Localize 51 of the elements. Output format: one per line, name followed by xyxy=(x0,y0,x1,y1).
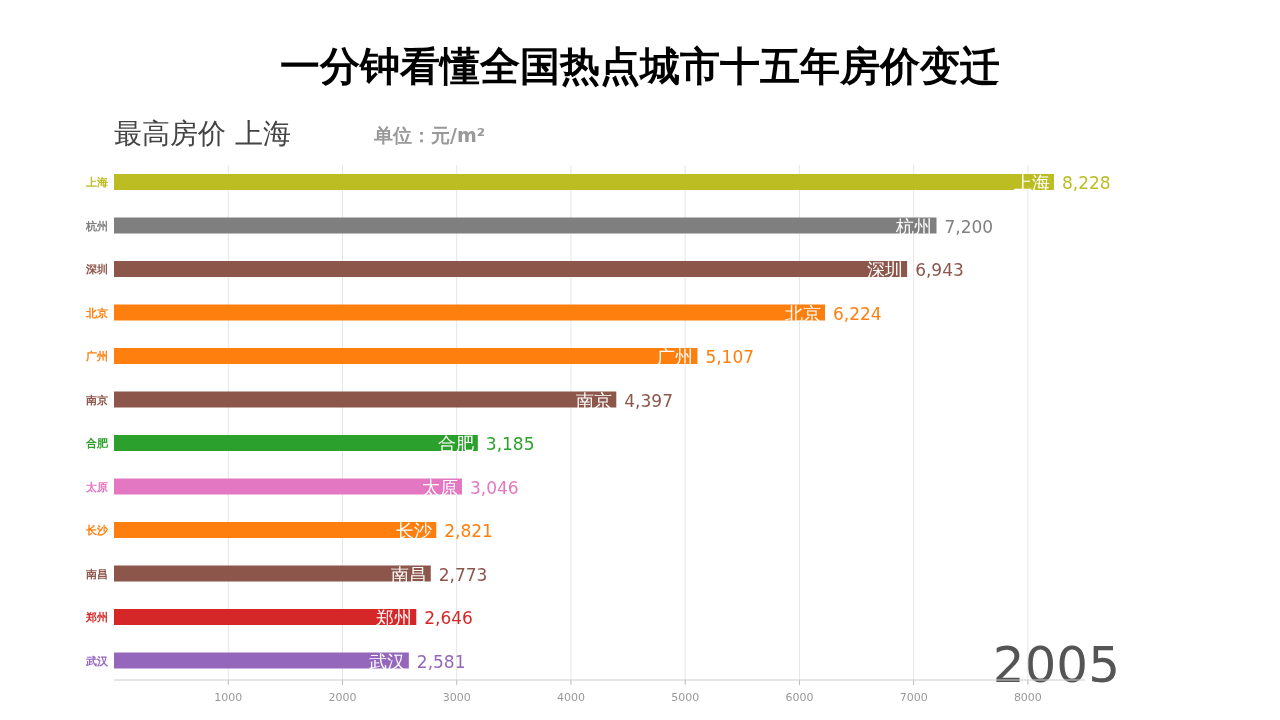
x-tick-label: 8000 xyxy=(1013,691,1042,704)
bar xyxy=(114,261,908,277)
y-tick-label: 杭州 xyxy=(85,219,108,233)
data-label: 5,107 xyxy=(705,347,755,367)
x-tick-label: 1000 xyxy=(214,691,243,704)
x-tick-label: 7000 xyxy=(899,691,928,704)
data-label: 2,581 xyxy=(416,651,466,672)
y-tick-label: 南昌 xyxy=(85,567,108,581)
bar xyxy=(114,174,1054,190)
category-label: 广州 xyxy=(657,346,694,367)
bar xyxy=(114,304,825,321)
y-tick-label: 长沙 xyxy=(85,524,109,537)
y-tick-label: 深圳 xyxy=(85,263,108,276)
y-tick-label: 郑州 xyxy=(85,611,108,624)
data-label: 8,228 xyxy=(1061,173,1111,193)
bar xyxy=(114,435,478,451)
x-tick-label: 6000 xyxy=(785,691,814,704)
x-tick-label: 5000 xyxy=(671,691,700,704)
y-tick-label: 北京 xyxy=(85,306,108,320)
bar xyxy=(114,609,417,625)
y-tick-label: 合肥 xyxy=(85,437,109,450)
text: 单位：元/m² xyxy=(373,124,486,146)
data-label: 6,943 xyxy=(915,260,964,280)
chart-subtitle: 最高房价 上海 xyxy=(114,117,291,150)
bar xyxy=(114,478,462,495)
bar xyxy=(114,522,437,538)
data-label: 2,646 xyxy=(424,608,473,628)
data-label: 2,821 xyxy=(444,521,493,541)
x-tick-label: 3000 xyxy=(442,691,471,704)
data-label: 3,185 xyxy=(485,434,535,454)
data-label: 3,046 xyxy=(469,477,519,498)
y-tick-label: 太原 xyxy=(85,480,108,494)
y-tick-label: 武汉 xyxy=(85,654,109,668)
x-tick-label: 4000 xyxy=(556,691,585,704)
data-label: 7,200 xyxy=(944,216,994,237)
y-tick-label: 南京 xyxy=(85,393,108,407)
bar xyxy=(114,565,431,582)
bar xyxy=(114,391,617,408)
data-label: 2,773 xyxy=(438,564,488,585)
x-tick-label: 2000 xyxy=(328,691,357,704)
annotation: 2005 xyxy=(992,636,1120,694)
category-label: 郑州 xyxy=(376,607,413,628)
data-label: 6,224 xyxy=(833,303,882,324)
category-label: 合肥 xyxy=(437,433,474,454)
bar xyxy=(114,217,937,234)
y-tick-label: 广州 xyxy=(85,350,108,363)
bar xyxy=(114,348,698,364)
data-label: 4,397 xyxy=(624,390,673,411)
bar xyxy=(114,652,409,669)
y-tick-label: 上海 xyxy=(85,176,108,189)
chart-title: 一分钟看懂全国热点城市十五年房价变迁 xyxy=(280,43,1000,89)
